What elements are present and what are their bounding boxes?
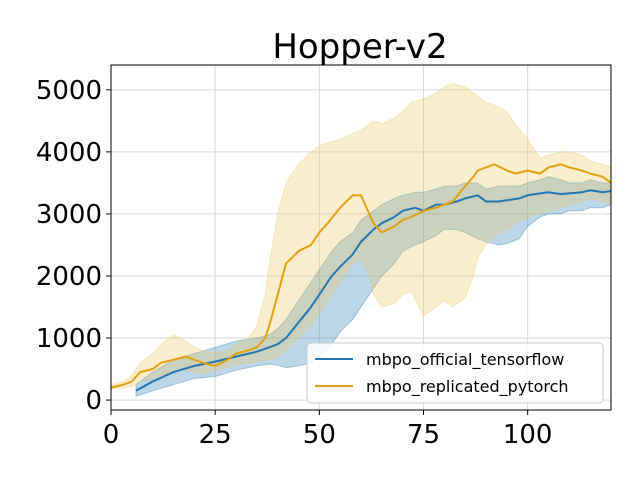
plot-frame: [110, 64, 612, 411]
legend: mbpo_official_tensorflow mbpo_replicated_…: [306, 342, 604, 404]
x-tick-label: 100: [503, 420, 553, 450]
line-mbpo_official_tensorflow: [135, 189, 611, 392]
legend-label: mbpo_replicated_pytorch: [366, 377, 569, 397]
x-tick-label: 75: [407, 420, 440, 450]
y-tick-label: 3000: [36, 200, 102, 230]
band-mbpo_replicated_pytorch: [111, 83, 611, 390]
y-tick-label: 1000: [36, 324, 102, 354]
x-tick-label: 25: [199, 420, 232, 450]
chart-title: Hopper-v2: [272, 27, 447, 67]
y-tick-label: 2000: [36, 262, 102, 292]
y-tick-label: 4000: [36, 138, 102, 168]
legend-box: [306, 342, 604, 404]
line-mbpo_replicated_pytorch: [111, 163, 611, 389]
y-tick-label: 5000: [36, 76, 102, 106]
y-tick-label: 0: [85, 386, 102, 416]
x-tick-label: 50: [303, 420, 336, 450]
series-lines: [111, 163, 611, 392]
legend-label: mbpo_official_tensorflow: [366, 350, 564, 370]
x-tick-label: 0: [103, 420, 120, 450]
